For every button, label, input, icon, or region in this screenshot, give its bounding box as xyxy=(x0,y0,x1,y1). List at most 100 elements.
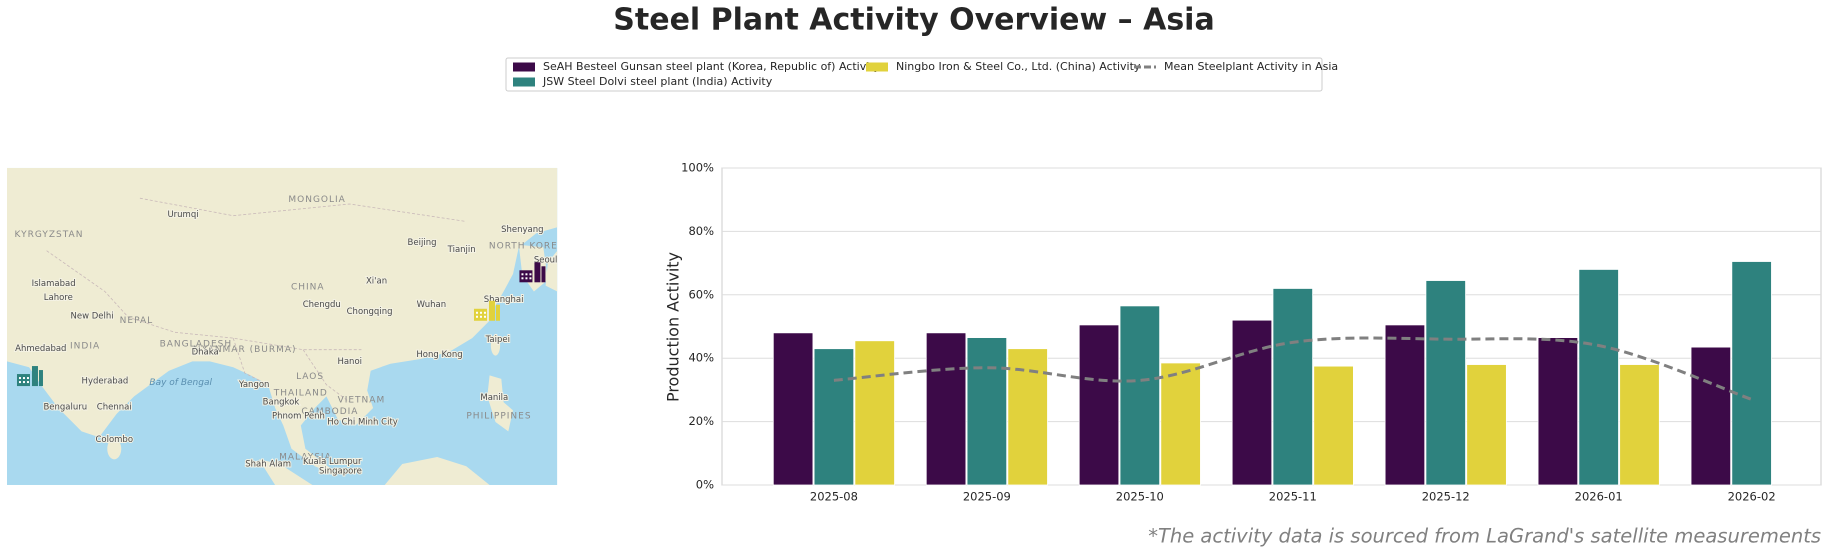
map-city-label: Shenyang xyxy=(501,225,543,235)
y-tick-label: 60% xyxy=(688,287,714,301)
map-region-label: MALAYSIA xyxy=(279,453,332,463)
bar xyxy=(1119,305,1161,486)
bar xyxy=(1078,324,1120,486)
land xyxy=(545,250,558,292)
mean-line xyxy=(833,336,1753,401)
bar xyxy=(1231,319,1273,486)
x-tick-label: 2026-02 xyxy=(1728,490,1776,504)
plant-icon-window xyxy=(18,381,21,384)
plant-icon-window xyxy=(483,311,486,314)
map-city-label: Islamabad xyxy=(32,279,76,289)
plant-icon-stack xyxy=(31,366,38,387)
land xyxy=(490,334,501,356)
map-region-label: INDIA xyxy=(70,342,100,352)
y-tick-label: 100% xyxy=(681,161,714,175)
plant-icon-window xyxy=(475,315,478,318)
map-region-label: LAOS xyxy=(296,372,324,382)
bar xyxy=(1313,365,1354,486)
bar xyxy=(854,340,895,486)
map-city-label: Dhaka xyxy=(192,348,219,358)
map-region-label: NORTH KOREA xyxy=(489,241,565,251)
plant-icon-stack xyxy=(495,304,500,321)
bar xyxy=(1272,288,1314,486)
y-tick-label: 40% xyxy=(688,351,714,365)
border xyxy=(302,349,350,403)
plant-icon xyxy=(473,300,500,321)
y-tick-label: 80% xyxy=(688,224,714,238)
map-city-label: Kuala Lumpur xyxy=(303,457,362,467)
y-tick-label: 0% xyxy=(696,478,714,492)
map-city-label: Manila xyxy=(480,393,508,403)
bar xyxy=(1731,261,1772,486)
map-sea-label: Bay of Bengal xyxy=(149,378,212,388)
map-city-label: New Delhi xyxy=(71,311,114,321)
map-city-label: Hyderabad xyxy=(82,377,129,387)
map-city-label: Chongqing xyxy=(347,307,393,317)
legend-label: JSW Steel Dolvi steel plant (India) Acti… xyxy=(542,75,773,88)
plant-icon xyxy=(519,262,546,283)
map-city-label: Hong Kong xyxy=(416,350,462,360)
land xyxy=(384,457,490,485)
legend-swatch xyxy=(513,62,535,72)
map-city-label: Ahmedabad xyxy=(15,344,66,354)
plant-icon-body xyxy=(16,374,30,387)
plant-icon-window xyxy=(525,277,528,280)
plant-icon-window xyxy=(475,311,478,314)
map-region-label: MYANMAR (BURMA) xyxy=(193,345,296,355)
y-tick-label: 20% xyxy=(688,414,714,428)
bar xyxy=(1537,337,1579,486)
border xyxy=(46,250,362,351)
plant-icon-body xyxy=(473,308,487,321)
bar xyxy=(1690,346,1732,486)
map-city-label: Bangkok xyxy=(263,398,300,408)
legend: SeAH Besteel Gunsan steel plant (Korea, … xyxy=(513,60,1338,88)
map-region-label: MONGOLIA xyxy=(288,195,345,205)
map-region-label: VIETNAM xyxy=(338,395,386,405)
bar xyxy=(925,332,967,486)
x-tick-label: 2025-10 xyxy=(1116,490,1164,504)
map-city-label: Xi'an xyxy=(366,276,387,286)
border xyxy=(232,337,269,386)
chart-title: Steel Plant Activity Overview – Asia xyxy=(613,3,1214,38)
bar xyxy=(966,337,1008,486)
bar xyxy=(1384,324,1426,486)
map-region-label: NEPAL xyxy=(120,316,153,326)
legend-box xyxy=(505,57,1323,92)
bar xyxy=(1466,364,1507,486)
map-city-label: Bengaluru xyxy=(43,402,87,412)
plant-icon-window xyxy=(521,273,524,276)
map-city-label: Hanoi xyxy=(337,357,362,367)
x-tick-label: 2025-08 xyxy=(810,490,858,504)
bar xyxy=(1007,348,1048,486)
land xyxy=(7,167,558,476)
map-city-label: Colombo xyxy=(95,435,133,445)
bar xyxy=(1619,364,1660,486)
map-region-label: KYRGYZSTAN xyxy=(15,230,84,240)
x-tick-label: 2025-12 xyxy=(1422,490,1470,504)
plant-icon-window xyxy=(483,315,486,318)
bar xyxy=(1578,269,1619,486)
legend-label: Mean Steelplant Activity in Asia xyxy=(1164,60,1338,73)
plant-icon-window xyxy=(26,377,29,380)
plant-icon xyxy=(16,366,43,387)
map-city-label: Chennai xyxy=(97,402,132,412)
plant-icon-window xyxy=(525,273,528,276)
map-city-label: Tianjin xyxy=(447,245,476,255)
map-city-label: Phnom Penh xyxy=(272,412,325,422)
map-region-label: BANGLADESH xyxy=(160,339,233,349)
plant-icon-window xyxy=(529,273,532,276)
legend-swatch xyxy=(513,77,535,87)
plant-icon-window xyxy=(22,381,25,384)
legend-label: SeAH Besteel Gunsan steel plant (Korea, … xyxy=(543,60,881,73)
plant-icon-stack xyxy=(38,370,43,387)
x-tick-label: 2025-09 xyxy=(963,490,1011,504)
land xyxy=(349,370,364,381)
map-city-label: Urumqi xyxy=(167,210,198,220)
plant-icon-window xyxy=(18,377,21,380)
plant-icon-body xyxy=(519,270,533,283)
plant-icon-window xyxy=(521,277,524,280)
map: MONGOLIA Urumqi KYRGYZSTAN Beijing Tianjin Sh… xyxy=(6,167,565,485)
plant-icon-stack xyxy=(534,262,541,283)
